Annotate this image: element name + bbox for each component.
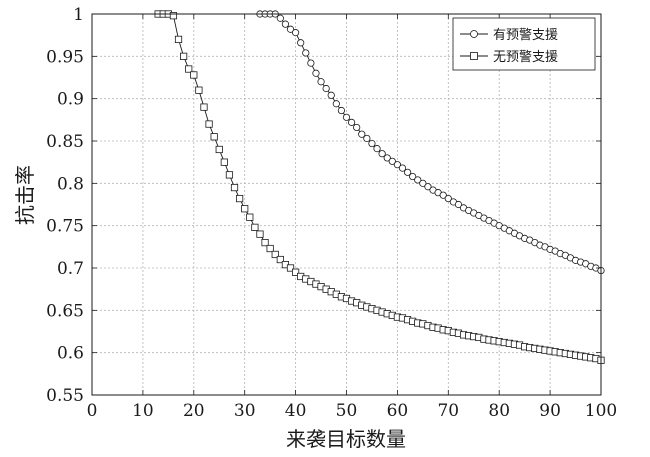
legend-square-marker-icon: [470, 52, 478, 60]
legend-item-with-early-warning: 有预警支援: [460, 27, 558, 43]
data-point-circle: [378, 150, 386, 158]
data-point-square: [286, 264, 295, 272]
data-point-circle: [444, 194, 452, 203]
series-without-early-warning: [154, 10, 605, 364]
data-point-square: [256, 230, 264, 238]
data-point-square: [185, 65, 193, 73]
data-point-square: [215, 145, 223, 154]
data-point-square: [180, 52, 188, 60]
data-point-circle: [322, 84, 330, 93]
legend: 有预警支援 无预警支援: [452, 17, 596, 71]
data-point-circle: [307, 59, 315, 67]
data-point-square: [246, 213, 254, 221]
data-point-circle: [409, 172, 417, 181]
data-point-square: [251, 223, 259, 231]
legend-box: [452, 17, 596, 71]
legend-item-without-early-warning: 无预警支援: [460, 49, 558, 65]
x-tick-label: 70: [437, 401, 459, 421]
data-point-circle: [347, 118, 356, 126]
y-tick-label: 0.75: [46, 217, 84, 237]
legend-label-without-early-warning: 无预警支援: [493, 49, 558, 65]
data-point-circle: [393, 161, 401, 169]
data-point-square: [205, 120, 213, 128]
data-point-circle: [388, 157, 396, 165]
data-point-circle: [383, 154, 391, 162]
data-point-circle: [353, 123, 361, 132]
y-tick-label: 1: [73, 5, 84, 25]
y-axis-title: 抗击率: [13, 165, 37, 225]
data-point-square: [200, 103, 208, 111]
series-layer: [154, 10, 605, 364]
data-point-circle: [297, 39, 305, 47]
data-point-square: [266, 244, 274, 253]
data-point-circle: [302, 49, 310, 57]
data-point-circle: [327, 91, 335, 99]
y-tick-label: 0.95: [46, 47, 84, 67]
x-axis-title: 来袭目标数量: [286, 427, 406, 451]
data-point-circle: [286, 25, 295, 33]
grid: [92, 14, 601, 395]
y-tick-label: 0.6: [57, 344, 84, 364]
data-point-square: [225, 171, 234, 179]
x-tick-label: 50: [336, 401, 358, 421]
data-point-square: [241, 205, 249, 213]
x-tick-label: 100: [585, 401, 617, 421]
x-tick-label: 10: [132, 401, 154, 421]
data-point-square: [174, 35, 183, 44]
data-point-circle: [439, 191, 447, 199]
data-point-circle: [312, 69, 320, 77]
data-point-circle: [363, 134, 371, 143]
data-point-circle: [403, 168, 412, 176]
data-point-circle: [373, 145, 381, 153]
x-tick-label: 80: [488, 401, 510, 421]
x-tick-label: 60: [387, 401, 409, 421]
data-point-circle: [332, 100, 340, 108]
legend-label-with-early-warning: 有预警支援: [493, 27, 558, 43]
x-tick-label: 40: [285, 401, 307, 421]
data-point-circle: [414, 176, 422, 184]
x-tick-label: 30: [234, 401, 256, 421]
data-point-circle: [317, 78, 325, 86]
data-point-circle: [342, 113, 351, 121]
data-point-circle: [454, 200, 463, 209]
data-point-circle: [424, 183, 432, 191]
x-tick-label: 90: [539, 401, 561, 421]
data-point-circle: [337, 106, 346, 115]
data-point-circle: [398, 164, 407, 172]
data-point-square: [210, 133, 218, 141]
legend-circle-marker-icon: [470, 30, 478, 38]
y-tick-label: 0.55: [46, 386, 84, 406]
data-point-square: [220, 158, 228, 166]
y-tick-label: 0.65: [46, 301, 84, 321]
data-point-square: [271, 250, 279, 259]
data-point-square: [169, 12, 178, 20]
data-point-circle: [358, 130, 366, 138]
data-point-square: [276, 255, 284, 264]
data-point-square: [236, 194, 244, 203]
y-tick-label: 0.8: [57, 174, 84, 194]
data-point-circle: [368, 139, 376, 148]
data-point-circle: [419, 179, 427, 187]
x-tick-label: 20: [183, 401, 205, 421]
data-point-circle: [291, 29, 300, 37]
data-point-square: [190, 71, 198, 79]
data-point-square: [291, 268, 300, 276]
data-point-square: [230, 183, 239, 192]
x-tick-label: 0: [87, 401, 98, 421]
data-point-square: [195, 86, 203, 94]
y-tick-label: 0.9: [57, 90, 84, 110]
y-tick-label: 0.7: [57, 259, 84, 279]
data-point-circle: [276, 14, 284, 22]
data-point-square: [261, 238, 269, 247]
axis-ticks: 0 10 20 30 40 50 60 70 80 90 100 0.55 0.6 0.65 0.7 0.75…: [46, 5, 617, 421]
y-tick-label: 0.85: [46, 132, 84, 152]
data-point-circle: [281, 20, 290, 28]
